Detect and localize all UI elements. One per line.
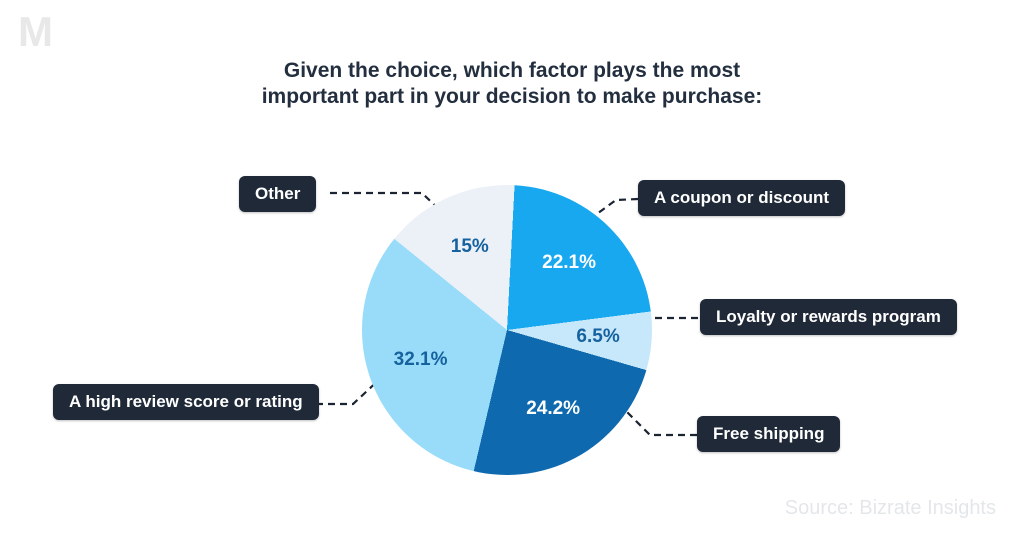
chart-title-line1: Given the choice, which factor plays the… — [283, 59, 741, 82]
callout-label-free-shipping[interactable]: Free shipping — [697, 416, 841, 452]
brand-watermark-m: M — [18, 8, 54, 55]
chart-title: Given the choice, which factor plays the… — [0, 58, 1024, 110]
slice-percent-label: 32.1% — [393, 348, 448, 370]
pie-chart[interactable]: 22.1% 6.5% 24.2% 32.1% 15% — [362, 185, 652, 475]
callout-label-other[interactable]: Other — [239, 176, 317, 212]
slice-percent-label: 6.5% — [576, 325, 620, 347]
slice-percent-label: 22.1% — [542, 251, 597, 273]
callout-label-coupon-discount[interactable]: A coupon or discount — [638, 180, 846, 216]
slice-percent-label: 15% — [450, 235, 489, 257]
source-attribution: Source: Bizrate Insights — [784, 497, 996, 519]
callout-label-loyalty-rewards[interactable]: Loyalty or rewards program — [700, 299, 957, 335]
slice-percent-label: 24.2% — [526, 397, 581, 419]
chart-title-line2: important part in your decision to make … — [261, 85, 763, 108]
callout-label-review-score[interactable]: A high review score or rating — [53, 384, 319, 420]
